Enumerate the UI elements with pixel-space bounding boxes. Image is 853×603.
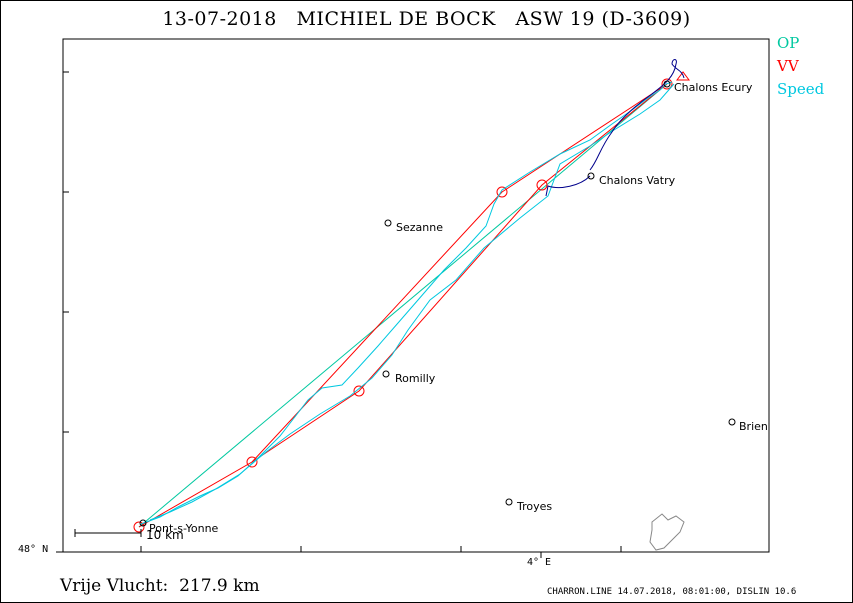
free-flight-distance: Vrije Vlucht: 217.9 km — [60, 576, 260, 596]
finish-triangle — [676, 71, 690, 81]
latitude-label: 48° N — [18, 544, 49, 555]
place-brien: Brien — [739, 420, 768, 433]
scale-label: 10 km — [146, 528, 184, 542]
vv-route — [138, 83, 668, 528]
longitude-label: 4° E — [527, 557, 552, 568]
turnpoint-circles — [133, 78, 673, 533]
left-ticks — [56, 71, 69, 553]
place-chalons-vatry: Chalons Vatry — [599, 174, 676, 187]
speed-track-back — [149, 83, 675, 521]
op-line — [138, 83, 668, 528]
speed-track-out — [140, 81, 673, 525]
legend-vv: VV — [777, 57, 799, 75]
bottom-ticks — [140, 546, 622, 558]
place-pont-s-yonne: Pont-s-Yonne — [149, 522, 219, 535]
region-outline — [649, 513, 685, 551]
scale-bar — [74, 529, 142, 537]
legend-op: OP — [777, 34, 800, 52]
place-troyes: Troyes — [516, 500, 552, 513]
place-markers — [139, 80, 736, 527]
place-sezanne: Sezanne — [396, 221, 443, 234]
file-info: CHARRON.LINE 14.07.2018, 08:01:00, DISLI… — [547, 587, 797, 597]
flight-title: 13-07-2018 MICHIEL DE BOCK ASW 19 (D-360… — [162, 8, 691, 30]
legend-speed: Speed — [777, 80, 825, 98]
place-romilly: Romilly — [395, 372, 436, 385]
place-chalons-ecury: Chalons Ecury — [674, 81, 753, 94]
plot-border — [62, 38, 770, 553]
